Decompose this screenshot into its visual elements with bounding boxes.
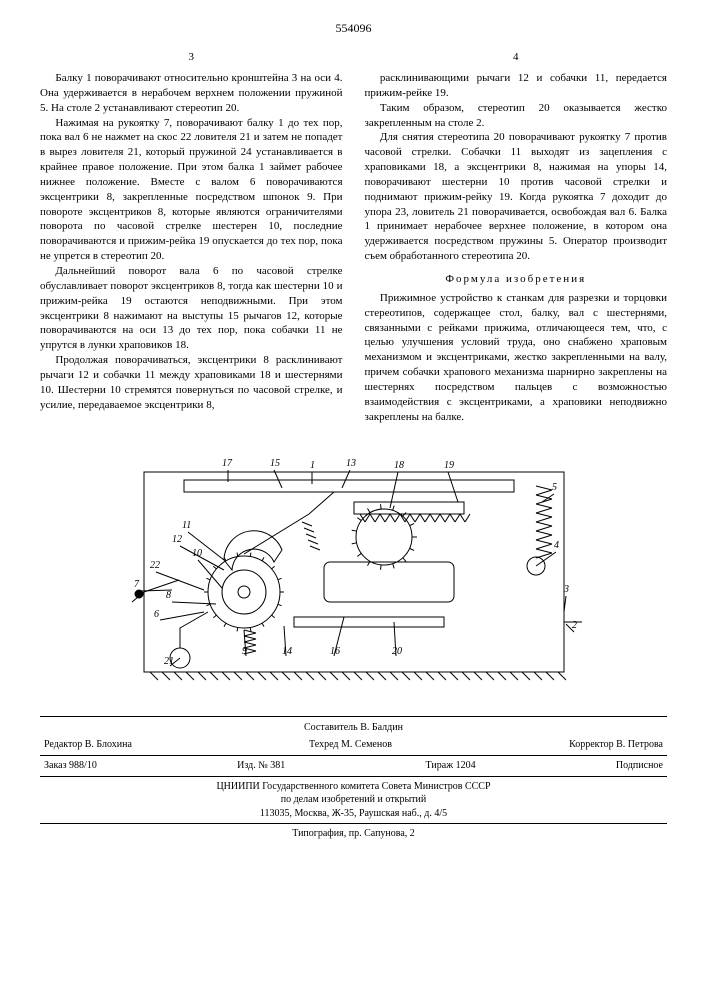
- paragraph: Продолжая поворачиваться, эксцентрики 8 …: [40, 353, 343, 412]
- svg-text:22: 22: [150, 560, 160, 571]
- right-column: 4 расклинивающими рычаги 12 и собачки 11…: [365, 50, 668, 424]
- svg-text:16: 16: [330, 646, 340, 657]
- footer-org-line: по делам изобретений и открытий: [40, 793, 667, 807]
- footer-typography: Типография, пр. Сапунова, 2: [40, 824, 667, 841]
- text-columns: 3 Балку 1 поворачивают относительно крон…: [40, 50, 667, 424]
- figure-svg: 17 15 1 13 18 19 1112 10 22 7 86 21 9 14 16 20 5 4 3 2: [84, 442, 624, 702]
- svg-text:10: 10: [192, 548, 202, 559]
- right-column-number: 4: [365, 50, 668, 65]
- footer-row-people: Редактор В. Блохина Техред М. Семенов Ко…: [40, 738, 667, 756]
- formula-text: Прижимное устройство к станкам для разре…: [365, 291, 668, 425]
- paragraph: Дальнейший поворот вала 6 по часовой стр…: [40, 264, 343, 353]
- patent-page: 554096 3 Балку 1 поворачивают относитель…: [0, 0, 707, 851]
- svg-text:20: 20: [392, 646, 402, 657]
- svg-text:17: 17: [222, 458, 233, 469]
- svg-text:9: 9: [242, 646, 247, 657]
- svg-text:5: 5: [552, 482, 557, 493]
- footer-row-print: Заказ 988/10 Изд. № 381 Тираж 1204 Подпи…: [40, 755, 667, 777]
- svg-text:18: 18: [394, 460, 404, 471]
- paragraph: Нажимая на рукоятку 7, поворачивают балк…: [40, 116, 343, 264]
- svg-text:21: 21: [164, 656, 174, 667]
- formula-heading: Формула изобретения: [365, 272, 668, 287]
- footer-org-line: ЦНИИПИ Государственного комитета Совета …: [40, 780, 667, 794]
- figure: 17 15 1 13 18 19 1112 10 22 7 86 21 9 14 16 20 5 4 3 2: [40, 442, 667, 702]
- svg-text:19: 19: [444, 460, 454, 471]
- paragraph: Балку 1 поворачивают относительно кроншт…: [40, 71, 343, 116]
- footer-izd: Изд. № 381: [237, 759, 285, 773]
- footer-tirazh: Тираж 1204: [426, 759, 476, 773]
- svg-text:2: 2: [572, 620, 577, 631]
- svg-text:6: 6: [154, 609, 159, 620]
- svg-text:14: 14: [282, 646, 292, 657]
- svg-text:15: 15: [270, 458, 280, 469]
- svg-text:12: 12: [172, 534, 182, 545]
- footer-org-line: 113035, Москва, Ж-35, Раушская наб., д. …: [40, 807, 667, 821]
- paragraph: расклинивающими рычаги 12 и собачки 11, …: [365, 71, 668, 101]
- footer-editor: Редактор В. Блохина: [44, 738, 132, 752]
- svg-text:4: 4: [554, 540, 559, 551]
- left-column: 3 Балку 1 поворачивают относительно крон…: [40, 50, 343, 424]
- left-column-number: 3: [40, 50, 343, 65]
- svg-text:8: 8: [166, 590, 171, 601]
- svg-text:11: 11: [182, 520, 191, 531]
- footer-org: ЦНИИПИ Государственного комитета Совета …: [40, 777, 667, 825]
- footer-corrector: Корректор В. Петрова: [569, 738, 663, 752]
- paragraph: Для снятия стереотипа 20 поворачивают ру…: [365, 130, 668, 264]
- svg-text:3: 3: [563, 584, 569, 595]
- patent-number: 554096: [40, 20, 667, 36]
- svg-text:13: 13: [346, 458, 356, 469]
- paragraph: Таким образом, стереотип 20 оказывается …: [365, 101, 668, 131]
- footer: Составитель В. Балдин Редактор В. Блохин…: [40, 716, 667, 841]
- footer-order: Заказ 988/10: [44, 759, 97, 773]
- footer-podpisnoe: Подписное: [616, 759, 663, 773]
- svg-text:1: 1: [310, 460, 315, 471]
- svg-text:7: 7: [134, 579, 140, 590]
- footer-techred: Техред М. Семенов: [309, 738, 392, 752]
- compiler-line: Составитель В. Балдин: [40, 721, 667, 738]
